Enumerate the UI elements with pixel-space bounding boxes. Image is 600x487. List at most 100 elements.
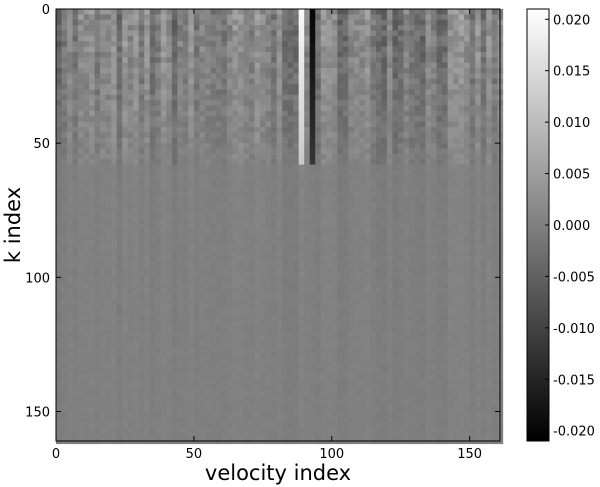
- heatmap-cell: [271, 41, 278, 47]
- heatmap-cell: [238, 148, 244, 155]
- heatmap-cell: [133, 19, 140, 26]
- heatmap-cell: [337, 41, 344, 47]
- heatmap-cell: [282, 191, 289, 198]
- heatmap-cell: [414, 137, 421, 144]
- heatmap-cell: [469, 148, 476, 155]
- heatmap-cell: [370, 239, 377, 246]
- heatmap-cell: [348, 255, 355, 262]
- heatmap-cell: [486, 229, 493, 235]
- heatmap-cell: [458, 304, 465, 310]
- heatmap-cell: [348, 175, 355, 182]
- heatmap-cell: [89, 143, 96, 149]
- heatmap-cell: [193, 84, 200, 90]
- heatmap-cell: [127, 229, 134, 235]
- heatmap-cell: [149, 68, 156, 74]
- heatmap-cell: [171, 196, 178, 203]
- heatmap-cell: [226, 271, 233, 278]
- heatmap-cell: [353, 304, 360, 310]
- heatmap-cell: [320, 309, 327, 316]
- heatmap-cell: [287, 137, 294, 144]
- heatmap-cell: [260, 121, 266, 128]
- heatmap-cell: [204, 180, 211, 187]
- heatmap-cell: [375, 293, 382, 300]
- heatmap-cell: [254, 320, 261, 327]
- heatmap-cell: [100, 309, 107, 316]
- heatmap-cell: [408, 255, 415, 262]
- heatmap-cell: [133, 245, 140, 251]
- heatmap-cell: [298, 336, 305, 343]
- heatmap-cell: [215, 62, 222, 69]
- heatmap-cell: [359, 78, 366, 85]
- heatmap-cell: [149, 288, 156, 294]
- heatmap-cell: [469, 277, 476, 284]
- heatmap-cell: [348, 127, 355, 133]
- heatmap-cell: [254, 46, 261, 53]
- heatmap-cell: [210, 320, 217, 327]
- heatmap-cell: [171, 73, 178, 80]
- heatmap-cell: [254, 14, 261, 21]
- heatmap-cell: [397, 68, 404, 74]
- heatmap-cell: [56, 212, 62, 219]
- heatmap-cell: [204, 288, 211, 294]
- heatmap-cell: [276, 293, 283, 300]
- heatmap-cell: [232, 288, 239, 294]
- heatmap-cell: [56, 293, 62, 300]
- heatmap-cell: [326, 164, 333, 171]
- heatmap-cell: [67, 277, 73, 284]
- heatmap-cell: [381, 314, 388, 321]
- heatmap-cell: [78, 143, 84, 149]
- heatmap-cell: [155, 153, 162, 160]
- heatmap-cell: [133, 94, 140, 101]
- heatmap-cell: [298, 229, 305, 235]
- heatmap-cell: [364, 62, 371, 69]
- heatmap-cell: [122, 46, 129, 53]
- heatmap-cell: [193, 116, 200, 123]
- heatmap-cell: [469, 304, 476, 310]
- heatmap-cell: [386, 116, 393, 123]
- heatmap-cell: [353, 25, 360, 31]
- heatmap-cell: [469, 89, 476, 96]
- heatmap-cell: [364, 186, 371, 192]
- heatmap-cell: [282, 266, 289, 273]
- heatmap-cell: [475, 105, 482, 112]
- heatmap-cell: [403, 132, 410, 139]
- heatmap-cell: [447, 62, 454, 69]
- heatmap-cell: [265, 336, 272, 343]
- heatmap-cell: [408, 288, 415, 294]
- heatmap-cell: [436, 266, 443, 273]
- heatmap-cell: [353, 14, 360, 21]
- heatmap-cell: [127, 153, 134, 160]
- heatmap-cell: [453, 89, 460, 96]
- heatmap-cell: [287, 288, 294, 294]
- heatmap-cell: [337, 169, 344, 176]
- heatmap-cell: [166, 250, 173, 257]
- heatmap-cell: [260, 229, 266, 235]
- heatmap-cell: [116, 110, 123, 117]
- heatmap-cell: [447, 110, 454, 117]
- heatmap-cell: [282, 9, 289, 15]
- heatmap-cell: [83, 282, 90, 289]
- heatmap-cell: [249, 304, 255, 310]
- heatmap-cell: [260, 169, 266, 176]
- heatmap-cell: [56, 223, 62, 230]
- heatmap-cell: [100, 132, 107, 139]
- heatmap-cell: [160, 159, 167, 166]
- heatmap-cell: [116, 261, 123, 267]
- heatmap-cell: [265, 180, 272, 187]
- heatmap-cell: [425, 250, 432, 257]
- heatmap-cell: [116, 25, 123, 31]
- heatmap-cell: [193, 234, 200, 241]
- heatmap-cell: [381, 89, 388, 96]
- heatmap-cell: [226, 148, 233, 155]
- heatmap-cell: [149, 218, 156, 225]
- heatmap-cell: [61, 46, 68, 53]
- heatmap-cell: [309, 212, 316, 219]
- heatmap-cell: [431, 314, 437, 321]
- heatmap-cell: [193, 121, 200, 128]
- heatmap-cell: [271, 196, 278, 203]
- heatmap-cell: [171, 320, 178, 327]
- heatmap-cell: [309, 266, 316, 273]
- heatmap-cell: [348, 298, 355, 305]
- heatmap-cell: [282, 202, 289, 208]
- heatmap-cell: [149, 143, 156, 149]
